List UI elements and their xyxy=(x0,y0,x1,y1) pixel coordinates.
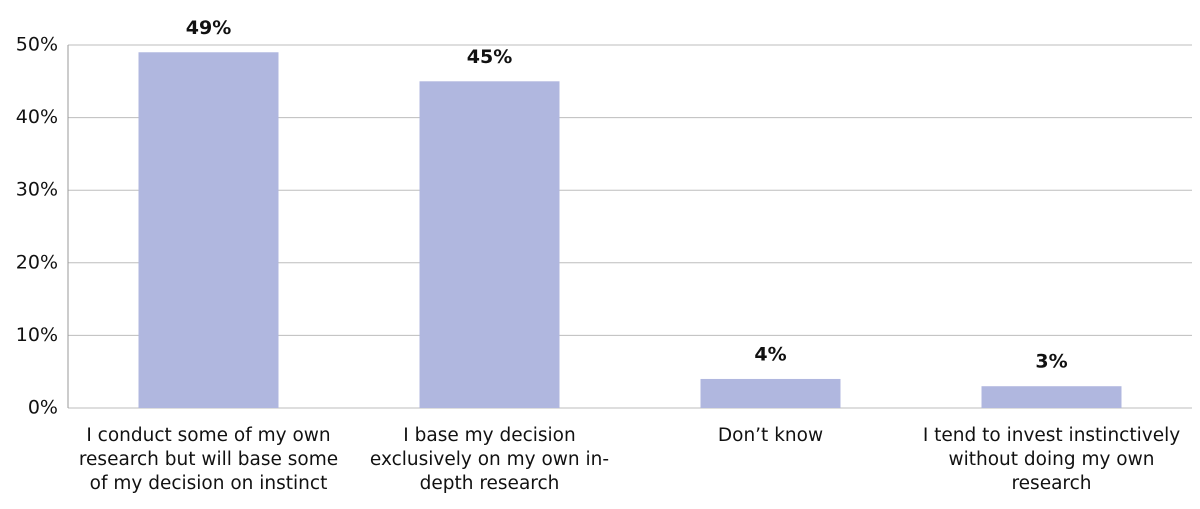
x-tick-label: Don’t know xyxy=(717,425,824,446)
y-tick-label: 10% xyxy=(16,324,58,346)
value-label: 45% xyxy=(467,46,512,68)
y-tick-label: 20% xyxy=(16,251,58,273)
x-tick-label: I base my decision exclusively on my own… xyxy=(369,425,610,494)
value-label: 3% xyxy=(1035,351,1067,373)
bar xyxy=(138,52,279,408)
x-tick-label: I conduct some of my own research but wi… xyxy=(78,425,339,494)
bar xyxy=(419,81,560,409)
x-tick-label: I tend to invest instinctively without d… xyxy=(922,425,1181,494)
y-tick-label: 30% xyxy=(16,179,58,201)
value-label: 4% xyxy=(754,343,786,365)
y-tick-label: 0% xyxy=(28,397,58,419)
value-label: 49% xyxy=(186,17,231,39)
y-tick-label: 40% xyxy=(16,106,58,128)
bar xyxy=(700,378,841,408)
bar xyxy=(981,386,1122,408)
y-tick-label: 50% xyxy=(16,34,58,56)
